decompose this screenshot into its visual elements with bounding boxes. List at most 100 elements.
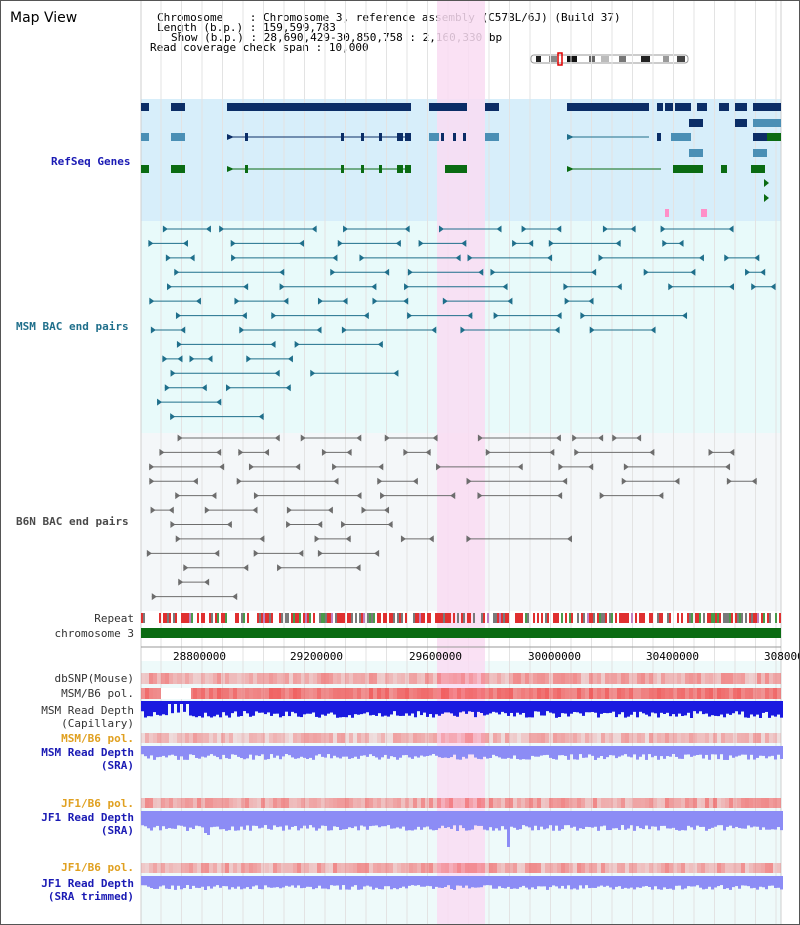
heat-cell: [401, 673, 405, 684]
heat-cell: [253, 688, 257, 699]
bac-end-marker: [286, 521, 292, 528]
bac-end-marker: [241, 312, 247, 320]
heat-cell: [149, 863, 153, 873]
depth-bar: [609, 701, 612, 713]
depth-bar: [504, 876, 507, 889]
heat-cell: [457, 863, 461, 873]
heat-cell: [657, 673, 661, 684]
depth-bar: [420, 876, 423, 887]
bac-end-marker: [557, 492, 563, 500]
heat-cell: [517, 863, 521, 873]
heat-cell: [169, 863, 173, 873]
repeat-mark: [421, 613, 423, 623]
heat-cell: [265, 688, 269, 699]
heat-cell: [529, 673, 533, 684]
depth-bar: [375, 746, 378, 758]
depth-bar: [207, 746, 210, 756]
depth-bar: [720, 811, 723, 826]
depth-bar: [168, 811, 171, 829]
repeat-mark: [527, 613, 529, 623]
depth-bar: [342, 746, 345, 757]
repeat-mark: [501, 613, 503, 623]
depth-bar: [774, 701, 777, 717]
heat-cell: [497, 673, 501, 684]
depth-bar: [780, 746, 783, 759]
heat-cell: [293, 688, 297, 699]
depth-bar: [429, 701, 432, 715]
depth-bar: [684, 746, 687, 755]
depth-bar: [558, 746, 561, 756]
heat-cell: [141, 733, 145, 743]
depth-bar: [345, 876, 348, 890]
depth-bar: [723, 876, 726, 890]
depth-bar: [657, 811, 660, 831]
depth-bar: [588, 701, 591, 713]
repeat-mark: [309, 613, 311, 623]
heat-cell: [713, 798, 717, 808]
heat-cell: [661, 688, 665, 699]
ideogram-band: [619, 56, 626, 62]
bac-end-marker: [455, 254, 461, 262]
jf1-depth-sra-label-2: (SRA): [100, 824, 134, 837]
repeat-mark: [591, 613, 593, 623]
depth-bar: [336, 746, 339, 758]
heat-cell: [269, 863, 273, 873]
bac-end-marker: [418, 239, 424, 247]
bac-end-marker: [182, 239, 188, 247]
repeat-mark: [751, 613, 753, 623]
heat-cell: [621, 733, 625, 743]
bac-end-marker: [166, 283, 172, 291]
depth-bar: [459, 746, 462, 760]
heat-cell: [197, 673, 201, 684]
heat-cell: [653, 863, 657, 873]
depth-bar: [147, 701, 150, 717]
repeat-mark: [373, 613, 375, 623]
depth-bar: [570, 811, 573, 828]
depth-bar: [618, 701, 621, 715]
depth-bar: [414, 811, 417, 830]
heat-cell: [497, 733, 501, 743]
depth-bar: [291, 876, 294, 886]
bac-end-marker: [175, 492, 181, 500]
heat-cell: [413, 863, 417, 873]
bac-end-marker: [668, 283, 674, 291]
depth-bar: [579, 701, 582, 714]
heat-cell: [553, 798, 557, 808]
depth-bar: [390, 746, 393, 757]
depth-bar: [480, 811, 483, 826]
heat-cell: [581, 673, 585, 684]
bac-end-marker: [574, 448, 580, 456]
heat-cell: [317, 863, 321, 873]
depth-bar: [585, 701, 588, 713]
depth-bar: [567, 746, 570, 760]
depth-bar: [510, 811, 513, 827]
repeat-mark: [577, 613, 579, 623]
depth-bar: [210, 701, 213, 718]
depth-bar: [705, 701, 708, 714]
heat-cell: [705, 688, 709, 699]
heat-cell: [489, 733, 493, 743]
depth-bar: [273, 701, 276, 714]
repeat-mark: [687, 613, 689, 623]
heat-cell: [389, 863, 393, 873]
depth-bar: [414, 746, 417, 757]
heat-cell: [449, 733, 453, 743]
depth-bar: [687, 746, 690, 755]
depth-bar: [156, 811, 159, 826]
bac-end-marker: [403, 297, 409, 305]
depth-bar: [180, 876, 183, 890]
depth-bar: [480, 701, 483, 714]
repeat-mark: [417, 613, 419, 623]
heat-cell: [321, 798, 325, 808]
heat-cell: [761, 673, 765, 684]
depth-bar: [714, 876, 717, 888]
bac-end-marker: [363, 312, 369, 320]
depth-bar: [441, 746, 444, 758]
gene-exon: [689, 149, 703, 157]
bac-end-marker: [225, 384, 231, 392]
heat-cell: [561, 673, 565, 684]
heat-cell: [293, 863, 297, 873]
heat-cell: [677, 688, 681, 699]
depth-bar: [417, 876, 420, 886]
